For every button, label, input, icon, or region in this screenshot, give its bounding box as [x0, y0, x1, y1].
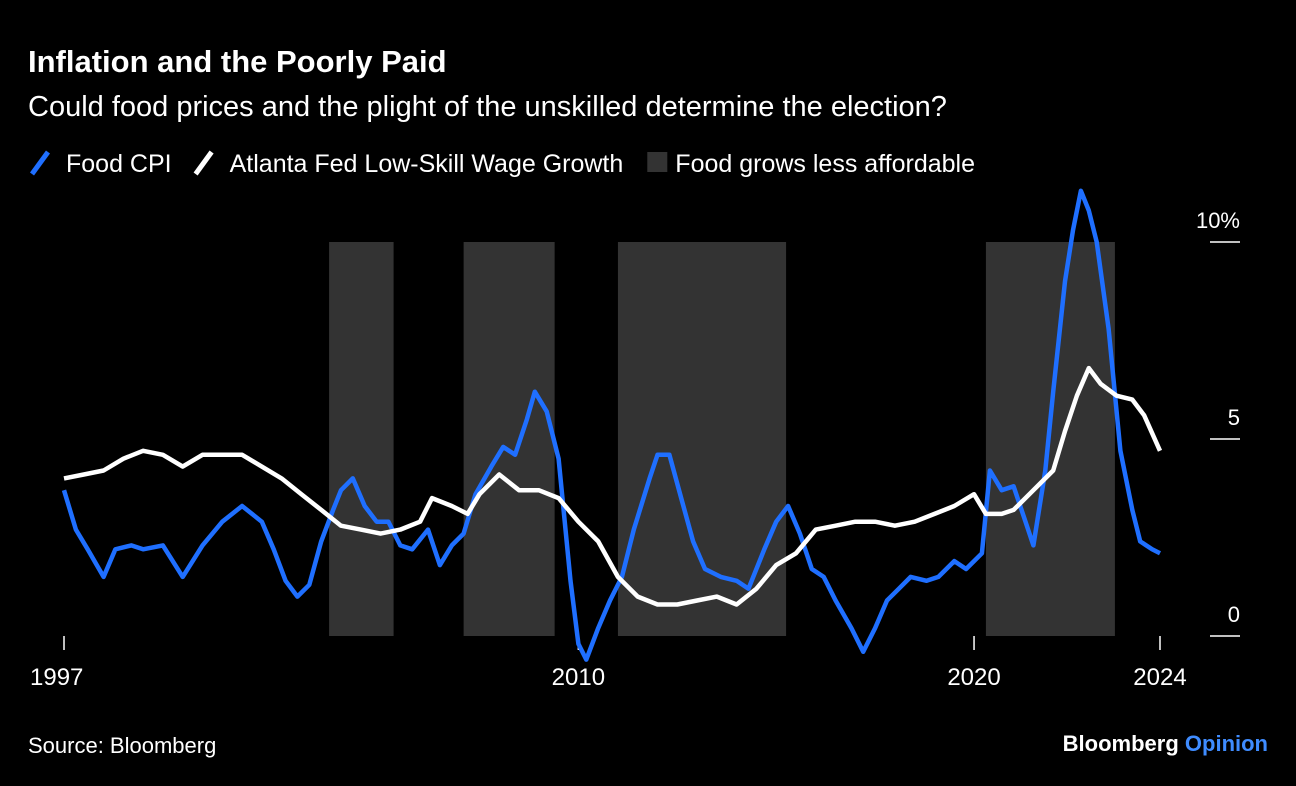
y-tick-label: 5 — [1228, 405, 1240, 430]
legend-label: Atlanta Fed Low-Skill Wage Growth — [230, 150, 624, 178]
legend-label: Food CPI — [66, 150, 172, 178]
x-tick-label: 2010 — [552, 664, 605, 691]
legend-label: Food grows less affordable — [675, 150, 975, 178]
brand-section: Opinion — [1185, 731, 1268, 756]
source: Source: Bloomberg — [28, 733, 216, 758]
legend-swatch — [29, 150, 51, 176]
chart-title: Inflation and the Poorly Paid — [28, 44, 447, 79]
x-tick-label: 2020 — [947, 664, 1000, 691]
x-tick-label: 1997 — [30, 664, 83, 691]
series-line — [61, 188, 1162, 662]
legend: Food CPI Atlanta Fed Low-Skill Wage Growt… — [29, 150, 975, 178]
shaded-range — [463, 242, 555, 636]
chart-subtitle: Could food prices and the plight of the … — [28, 91, 947, 123]
x-tick-label: 2024 — [1133, 664, 1186, 691]
series-line — [63, 365, 1163, 607]
brand: Bloomberg Opinion — [1063, 731, 1268, 756]
shaded-range — [329, 242, 394, 636]
legend-swatch — [647, 152, 668, 172]
shaded-range — [617, 242, 787, 636]
y-tick-label: 0 — [1228, 602, 1240, 627]
brand-name: Bloomberg — [1063, 731, 1179, 756]
legend-swatch — [193, 150, 214, 176]
y-tick-label: 10% — [1196, 208, 1240, 233]
